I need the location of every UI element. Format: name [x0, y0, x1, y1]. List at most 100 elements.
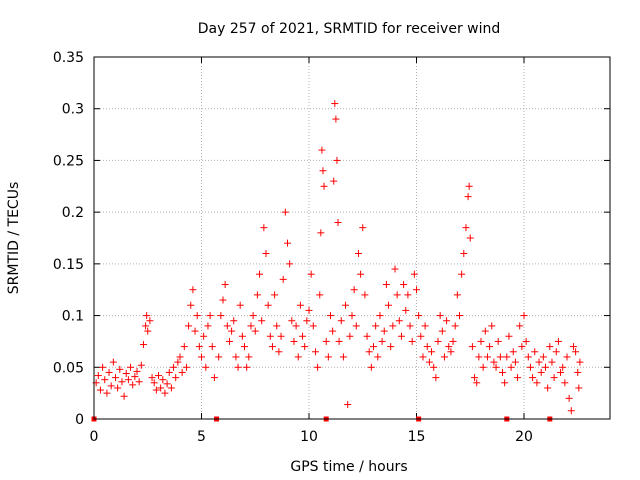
data-point [172, 374, 180, 382]
data-point [133, 367, 141, 375]
data-point [352, 322, 360, 330]
x-tick-label: 10 [300, 429, 318, 445]
data-point [425, 358, 433, 366]
data-point [146, 317, 154, 325]
data-point [114, 384, 122, 392]
y-tick-label: 0.25 [53, 153, 84, 169]
data-point [436, 312, 444, 320]
data-point [135, 378, 143, 386]
data-point [236, 301, 244, 309]
data-point [380, 327, 388, 335]
data-point [451, 322, 459, 330]
data-point [210, 374, 218, 382]
data-point [288, 317, 296, 325]
y-tick-label: 0.15 [53, 257, 84, 273]
data-point [466, 234, 474, 242]
data-point [307, 270, 315, 278]
data-point [137, 361, 145, 369]
data-point [96, 386, 104, 394]
data-point [124, 376, 132, 384]
data-point [167, 384, 175, 392]
data-point [395, 317, 403, 325]
data-point [376, 312, 384, 320]
data-point [268, 343, 276, 351]
data-point [468, 343, 476, 351]
data-point [539, 353, 547, 361]
data-point [372, 322, 380, 330]
data-point [494, 337, 502, 345]
data-point [400, 281, 408, 289]
data-point [464, 193, 472, 201]
data-point [159, 376, 167, 384]
data-point [170, 363, 178, 371]
data-point [423, 343, 431, 351]
data-point [101, 376, 109, 384]
data-point [329, 327, 337, 335]
data-point [165, 368, 173, 376]
data-point [327, 312, 334, 320]
data-point [479, 363, 487, 371]
data-point [221, 281, 229, 289]
data-point [322, 337, 330, 345]
data-point [408, 337, 416, 345]
data-point [346, 332, 354, 340]
data-point [370, 343, 377, 351]
data-point [241, 343, 248, 351]
data-point [526, 363, 534, 371]
data-point [238, 332, 246, 340]
data-point [554, 337, 562, 345]
data-point [232, 353, 240, 361]
data-point [460, 250, 468, 258]
data-point [243, 363, 251, 371]
data-point [318, 146, 326, 154]
data-point [339, 353, 347, 361]
data-point [511, 358, 519, 366]
data-point [505, 332, 513, 340]
data-point [559, 363, 567, 371]
data-point [391, 265, 399, 273]
data-point [191, 327, 199, 335]
data-point [122, 369, 130, 377]
data-point [107, 382, 115, 390]
data-point [350, 286, 358, 294]
data-point [567, 407, 575, 415]
data-point [208, 343, 216, 351]
data-point [365, 348, 373, 356]
data-point [319, 167, 327, 175]
data-point [402, 306, 410, 314]
data-point [337, 317, 345, 325]
data-point [249, 312, 257, 320]
data-point [163, 380, 171, 388]
data-point [575, 384, 583, 392]
data-point [187, 301, 195, 309]
data-point [143, 312, 151, 320]
y-tick-label: 0.3 [62, 102, 84, 118]
data-point [178, 368, 186, 376]
data-point [94, 372, 102, 380]
data-point [483, 353, 491, 361]
data-point [565, 394, 573, 402]
data-point [131, 373, 139, 381]
data-point [544, 384, 552, 392]
data-point [552, 348, 560, 356]
data-point [503, 353, 511, 361]
data-point [344, 401, 352, 409]
data-point [531, 348, 539, 356]
data-point [453, 291, 461, 299]
data-point [103, 389, 111, 397]
data-point [316, 291, 324, 299]
data-point [524, 353, 532, 361]
data-point [176, 353, 184, 361]
data-point [404, 291, 412, 299]
data-point [292, 322, 300, 330]
data-point [537, 368, 545, 376]
x-tick-label: 15 [408, 429, 426, 445]
data-point [520, 312, 528, 320]
data-point [434, 337, 442, 345]
data-point [456, 312, 463, 320]
data-point [410, 270, 418, 278]
data-point [139, 341, 147, 349]
data-point [477, 337, 485, 345]
data-point [357, 270, 365, 278]
data-point [99, 363, 107, 371]
